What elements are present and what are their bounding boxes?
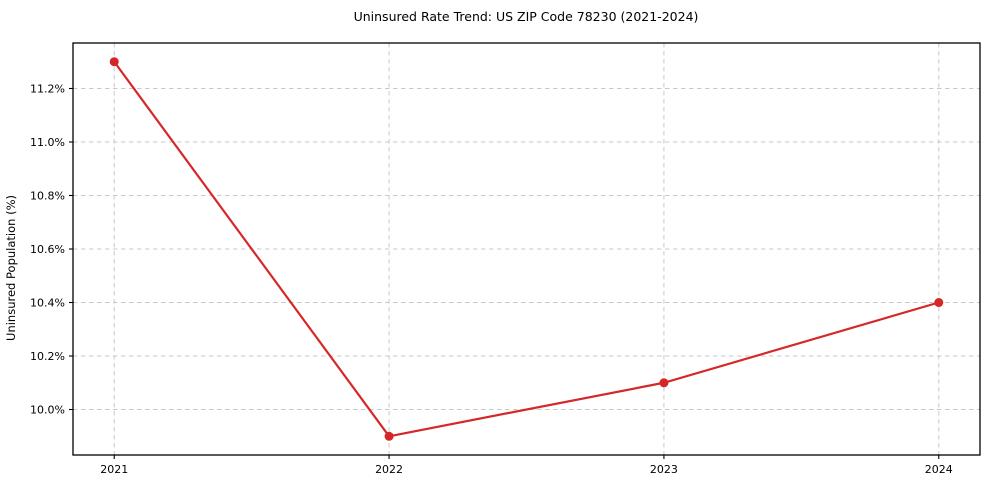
y-tick-label: 10.0% <box>30 404 65 417</box>
x-tick-label: 2023 <box>650 463 678 476</box>
y-tick-label: 11.2% <box>30 82 65 95</box>
y-axis-label: Uninsured Population (%) <box>4 195 18 341</box>
data-point-marker <box>384 431 394 441</box>
trend-line <box>113 60 940 438</box>
y-tick-label: 10.2% <box>30 350 65 363</box>
data-point-marker <box>934 298 944 308</box>
y-tick-label: 10.8% <box>30 189 65 202</box>
grid-layer <box>73 43 980 455</box>
x-tick-label: 2024 <box>925 463 953 476</box>
y-tick-label: 10.6% <box>30 243 65 256</box>
x-tick-label: 2022 <box>375 463 403 476</box>
data-point-marker <box>109 57 119 67</box>
y-tick-label: 10.4% <box>30 297 65 310</box>
y-tick-label: 11.0% <box>30 136 65 149</box>
chart-title: Uninsured Rate Trend: US ZIP Code 78230 … <box>354 9 699 24</box>
x-tick-label: 2021 <box>100 463 128 476</box>
series-layer <box>109 57 944 441</box>
data-point-marker <box>659 378 669 388</box>
axis-layer: 10.0% 10.2% 10.4% 10.6% 10.8% 11.0% 11.2% 2021 2… <box>30 42 981 476</box>
